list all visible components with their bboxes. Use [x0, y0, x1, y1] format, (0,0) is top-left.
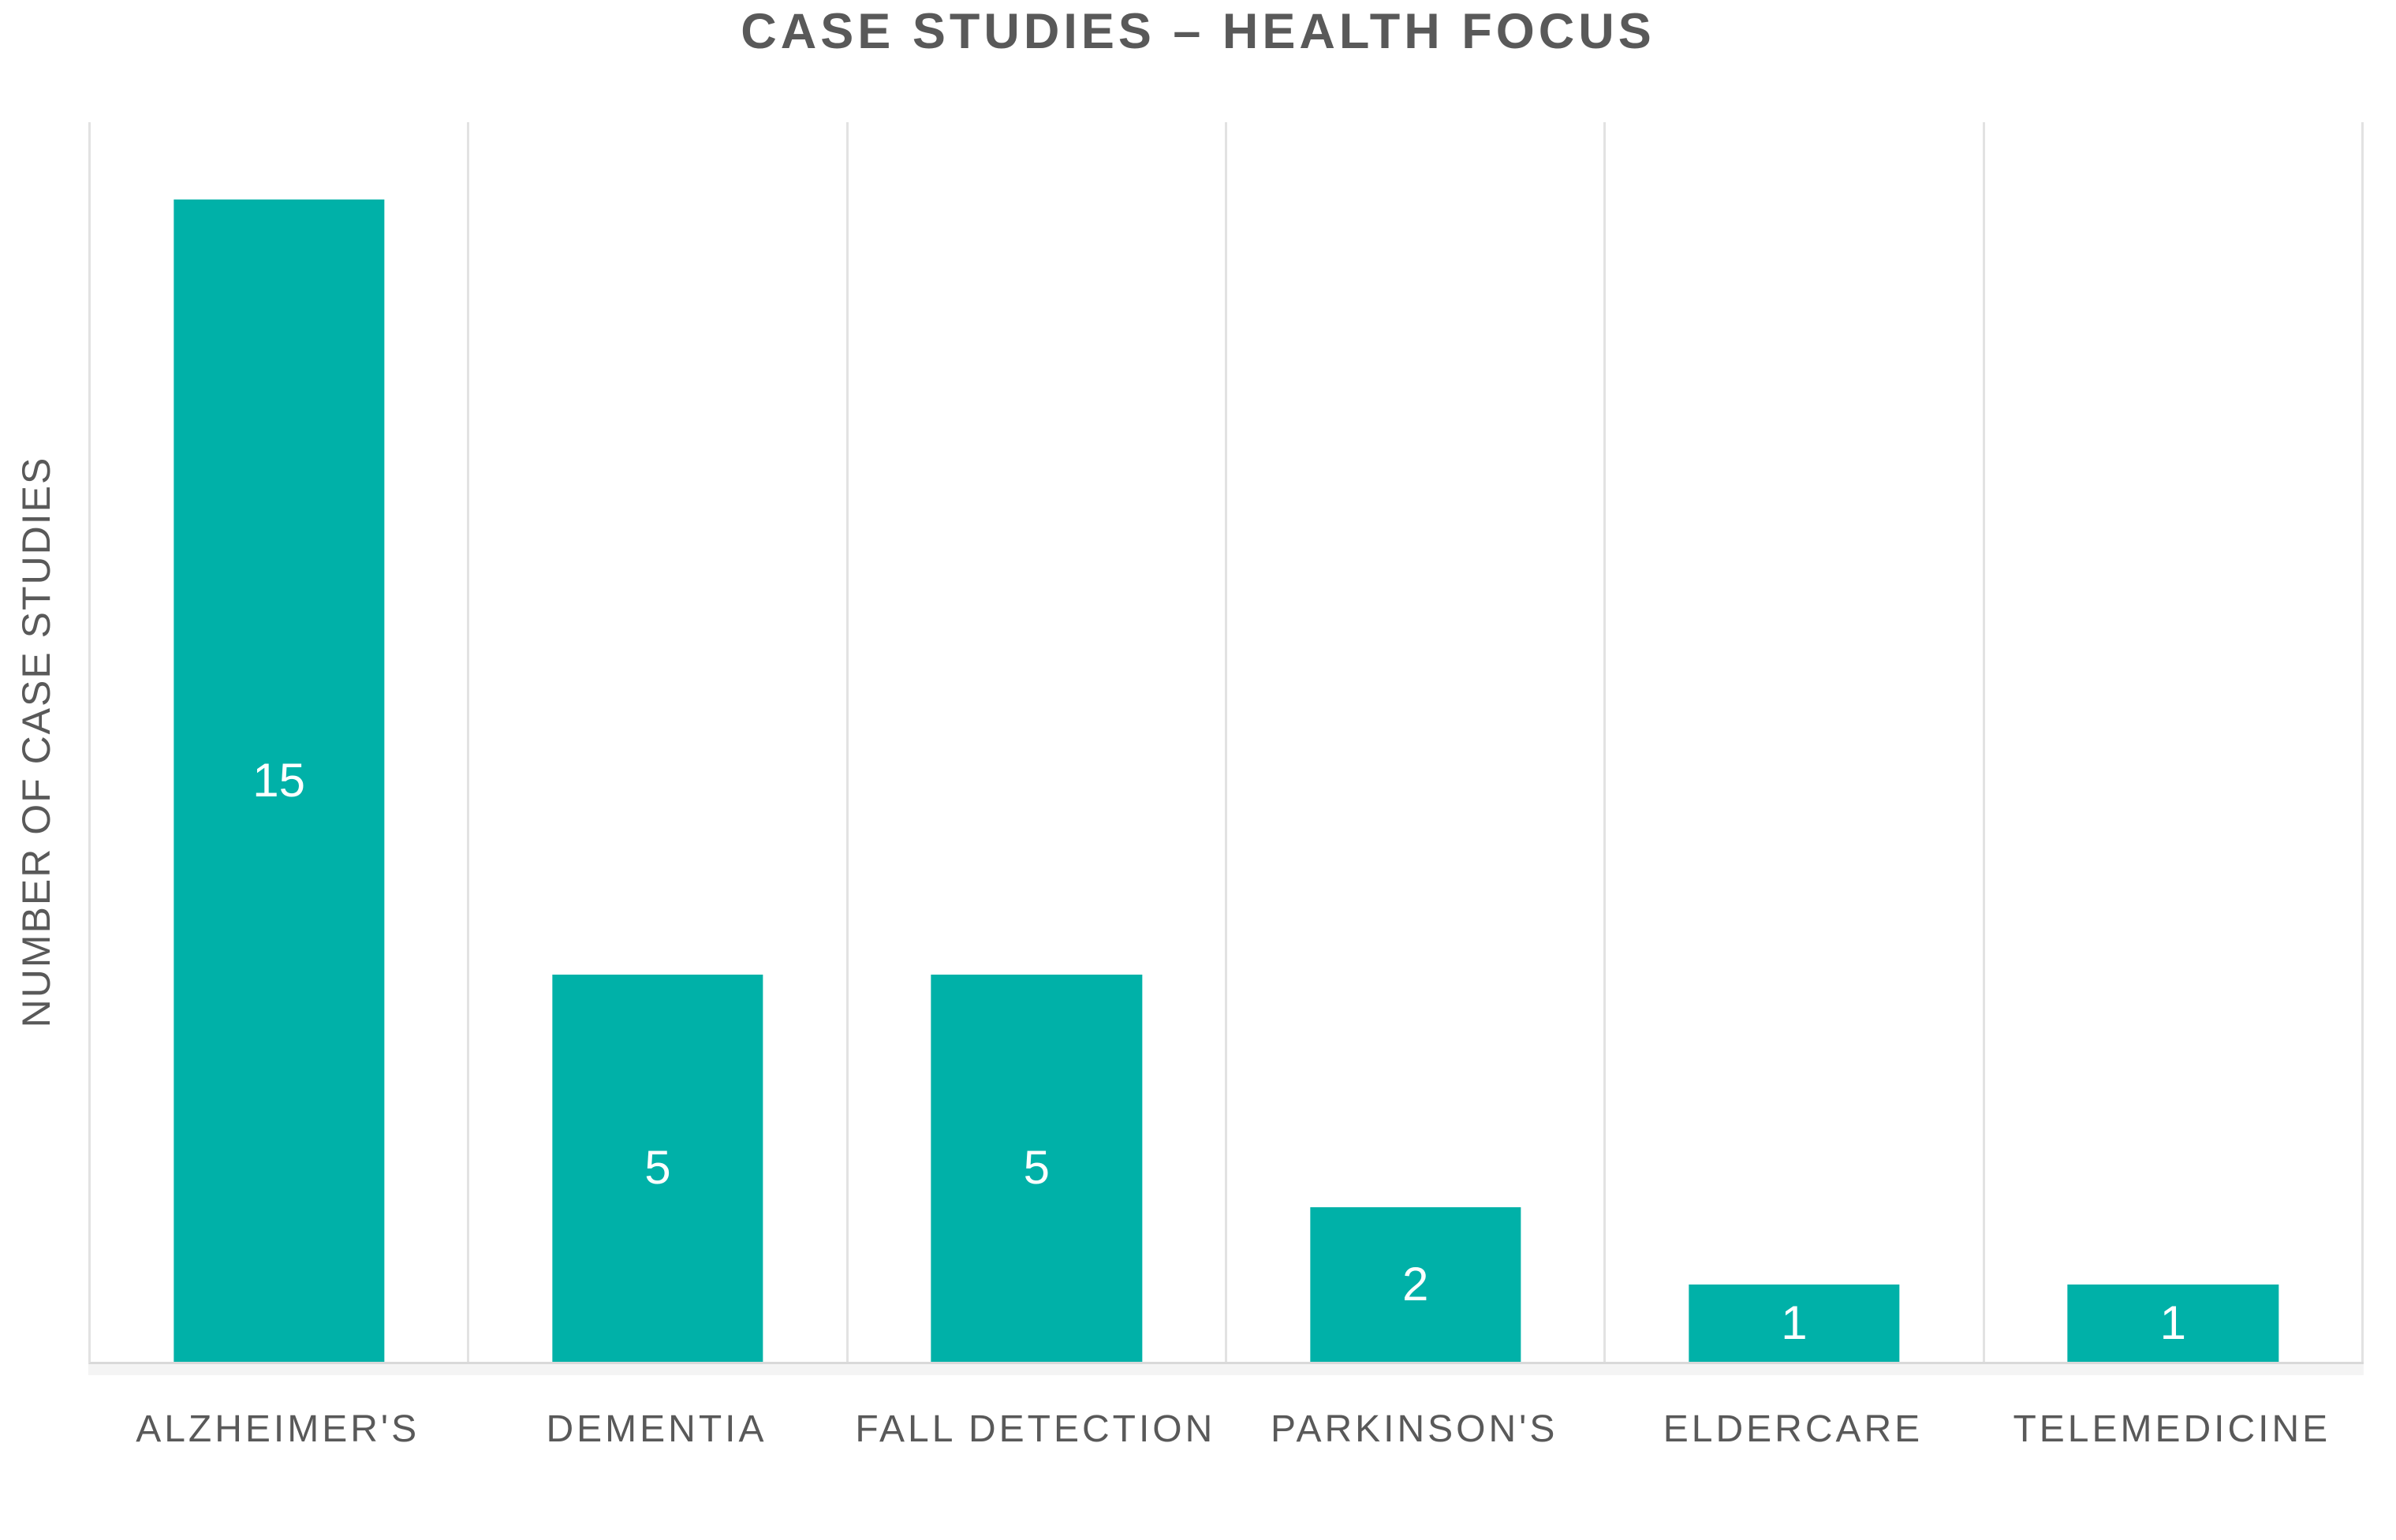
category-label-telemedicine: TELEMEDICINE [1983, 1403, 2361, 1456]
bar-alzheimer-s: 15 [174, 199, 385, 1362]
bar-parkinson-s: 2 [1310, 1206, 1521, 1362]
bar-telemedicine: 1 [2067, 1284, 2278, 1362]
bar-fall-detection: 5 [931, 974, 1142, 1362]
category-column-eldercare: 1 [1606, 122, 1985, 1362]
category-axis-labels: ALZHEIMER'S DEMENTIA FALL DETECTION PARKINS… [88, 1403, 2361, 1537]
category-label-text: ELDERCARE [1663, 1408, 1924, 1450]
bar-eldercare: 1 [1689, 1284, 1900, 1362]
bar-dementia: 5 [552, 974, 763, 1362]
category-column-fall-detection: 5 [849, 122, 1227, 1362]
category-label-text: DEMENTIA [546, 1408, 767, 1450]
y-axis-title: NUMBER OF CASE STUDIES [14, 456, 58, 1028]
chart-title: CASE STUDIES – HEALTH FOCUS [741, 4, 1655, 59]
category-column-telemedicine: 1 [1985, 122, 2364, 1362]
category-column-parkinson-s: 2 [1227, 122, 1607, 1362]
category-label-text: FALL DETECTION [855, 1408, 1216, 1450]
data-label-fall-detection: 5 [1023, 1141, 1050, 1195]
x-axis-line-shadow [88, 1364, 2364, 1375]
data-label-parkinson-s: 2 [1401, 1257, 1429, 1311]
category-label-text: PARKINSON'S [1270, 1408, 1558, 1450]
data-label-telemedicine: 1 [2159, 1296, 2186, 1349]
category-label-alzheimer-s: ALZHEIMER'S [88, 1403, 467, 1456]
category-label-dementia: DEMENTIA [467, 1403, 845, 1456]
plot-area: 15 5 5 2 1 1 [88, 122, 2364, 1375]
category-label-fall-detection: FALL DETECTION [846, 1403, 1225, 1456]
category-column-alzheimer-s: 15 [91, 122, 470, 1362]
data-label-dementia: 5 [644, 1141, 671, 1195]
category-label-eldercare: ELDERCARE [1603, 1403, 1982, 1456]
data-label-alzheimer-s: 15 [252, 754, 306, 807]
category-label-text: TELEMEDICINE [2013, 1408, 2331, 1450]
data-label-eldercare: 1 [1781, 1296, 1808, 1349]
category-label-text: ALZHEIMER'S [136, 1408, 420, 1450]
category-column-dementia: 5 [469, 122, 849, 1362]
category-label-parkinson-s: PARKINSON'S [1225, 1403, 1603, 1456]
